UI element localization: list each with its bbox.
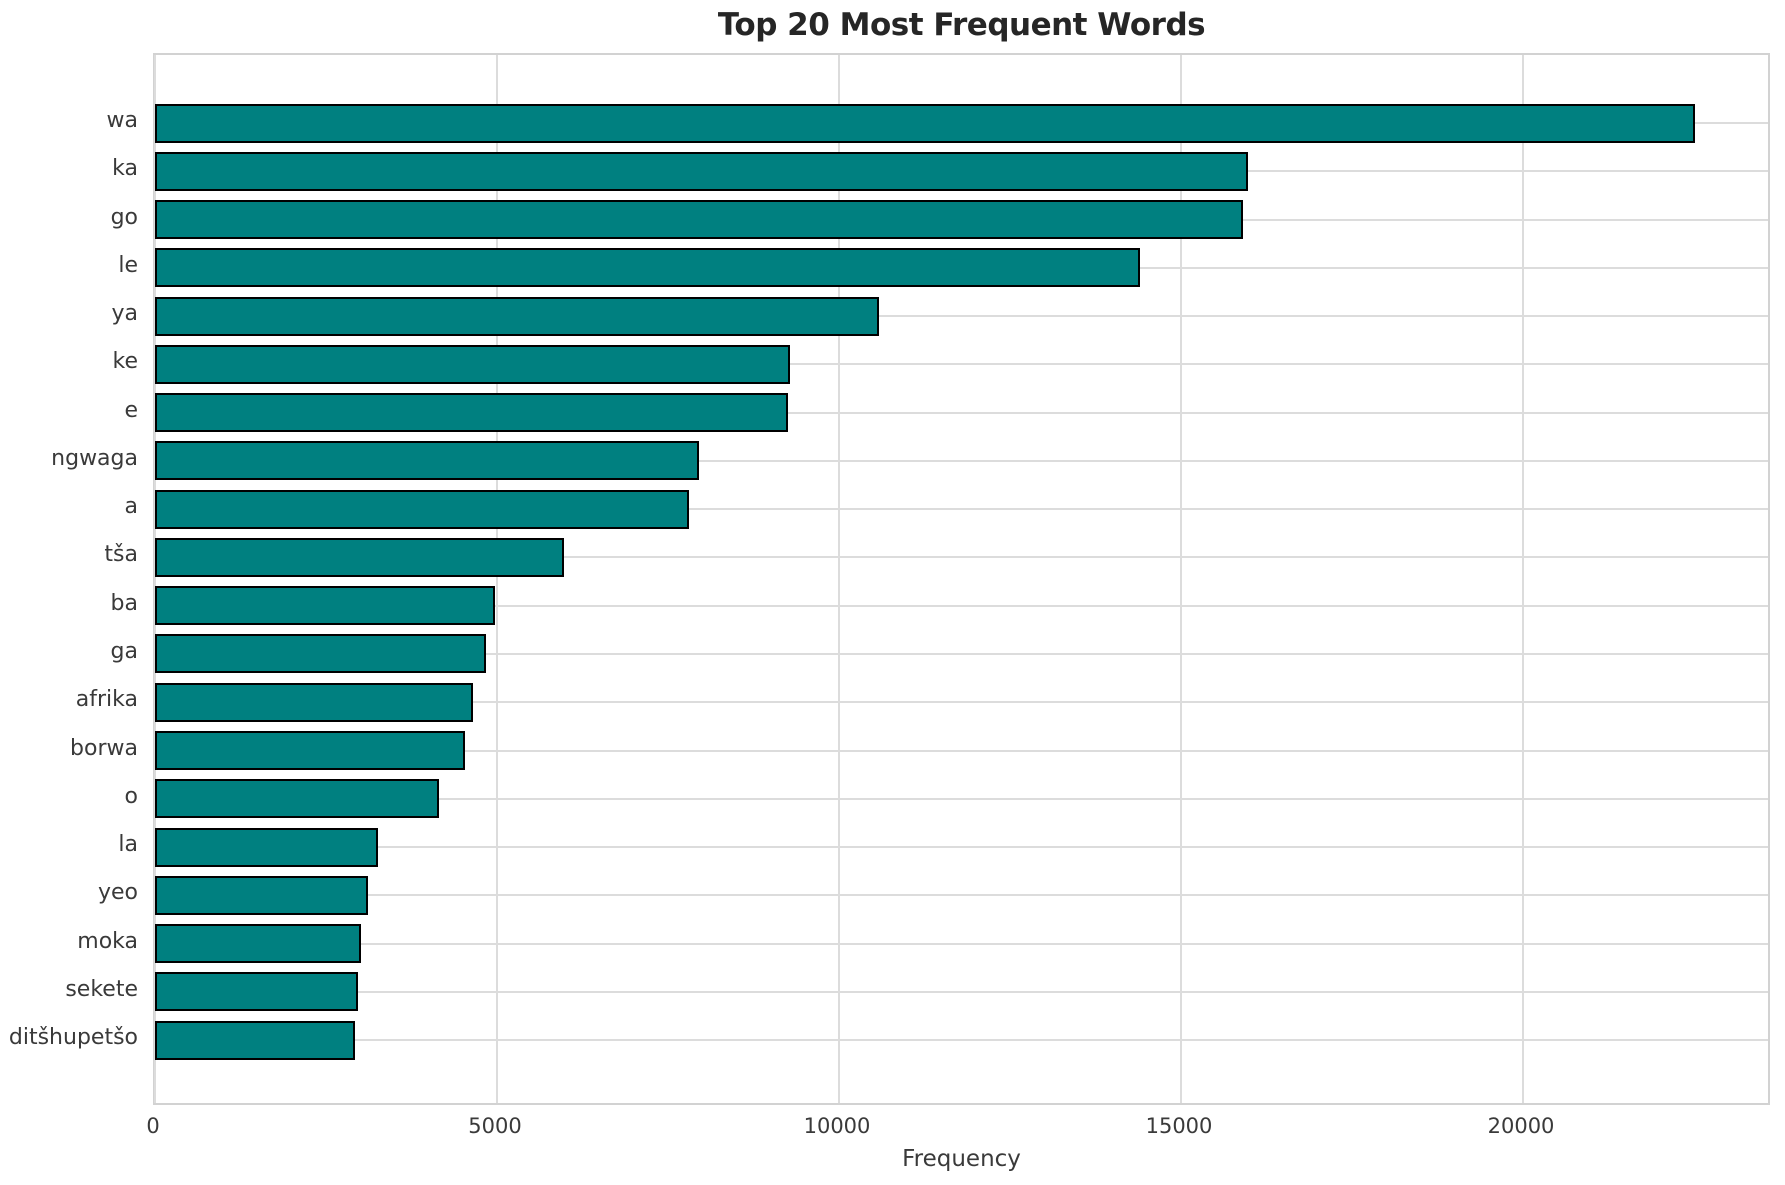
x-tick-label: 0 [146, 1114, 160, 1138]
x-tick-label: 10000 [803, 1114, 871, 1138]
bar [155, 972, 359, 1012]
y-tick-label: ya [111, 301, 138, 327]
gridline-vertical [838, 55, 840, 1103]
bar [155, 489, 690, 529]
y-tick-label: tša [104, 542, 138, 568]
y-tick-label: o [124, 783, 138, 809]
x-tick-label: 20000 [1487, 1114, 1555, 1138]
y-tick-label: e [124, 397, 138, 423]
gridline-horizontal [155, 701, 1768, 704]
y-tick-label: go [110, 204, 138, 230]
x-tick-label: 15000 [1145, 1114, 1213, 1138]
y-tick-label: ga [110, 638, 138, 664]
gridline-horizontal [155, 652, 1768, 655]
x-axis-title: Frequency [902, 1146, 1021, 1172]
gridline-horizontal [155, 604, 1768, 607]
gridline-horizontal [155, 749, 1768, 752]
gridline-horizontal [155, 942, 1768, 945]
bar [155, 103, 1695, 143]
y-tick-label: borwa [70, 735, 138, 761]
gridline-horizontal [155, 411, 1768, 414]
y-tick-label: le [118, 252, 138, 278]
y-tick-label: wa [106, 108, 138, 133]
gridline-horizontal [155, 508, 1768, 511]
gridline-horizontal [155, 797, 1768, 800]
bar [155, 827, 378, 867]
y-tick-label: ngwaga [51, 445, 138, 471]
gridline-horizontal [155, 1039, 1768, 1042]
bar [155, 682, 474, 722]
gridline-vertical [154, 55, 156, 1103]
y-tick-label: ba [110, 590, 138, 616]
bar [155, 731, 465, 770]
gridline-vertical [496, 55, 498, 1103]
bar [155, 248, 1140, 288]
bar [155, 537, 565, 577]
gridline-horizontal [155, 990, 1768, 993]
gridline-vertical [1180, 55, 1182, 1103]
y-tick-label: la [118, 832, 138, 858]
gridline-horizontal [155, 315, 1768, 318]
bar [155, 393, 788, 433]
y-tick-label: ditšhupetšo [8, 1025, 138, 1051]
bar [155, 441, 699, 481]
bar [155, 151, 1249, 191]
gridline-horizontal [155, 363, 1768, 366]
gridline-horizontal [155, 894, 1768, 897]
y-tick-label: moka [77, 928, 138, 954]
y-tick-label: ka [112, 156, 138, 182]
x-tick-label: 5000 [468, 1114, 522, 1138]
y-tick-label: a [124, 494, 138, 520]
bar [155, 779, 439, 819]
bar [155, 924, 361, 964]
plot-area [153, 53, 1770, 1105]
gridline-horizontal [155, 459, 1768, 462]
bar [155, 344, 790, 384]
bar [155, 875, 368, 915]
bar [155, 586, 495, 626]
gridline-vertical [1522, 55, 1525, 1103]
bar [155, 200, 1244, 240]
chart-title: Top 20 Most Frequent Words [717, 7, 1206, 43]
gridline-horizontal [155, 846, 1768, 849]
bar [155, 634, 487, 674]
y-tick-label: yeo [97, 880, 138, 906]
y-tick-label: afrika [75, 687, 138, 713]
bar [155, 296, 880, 336]
y-tick-label: sekete [65, 976, 138, 1002]
gridline-horizontal [155, 556, 1768, 559]
bar [155, 1020, 355, 1060]
y-tick-label: ke [112, 349, 139, 375]
